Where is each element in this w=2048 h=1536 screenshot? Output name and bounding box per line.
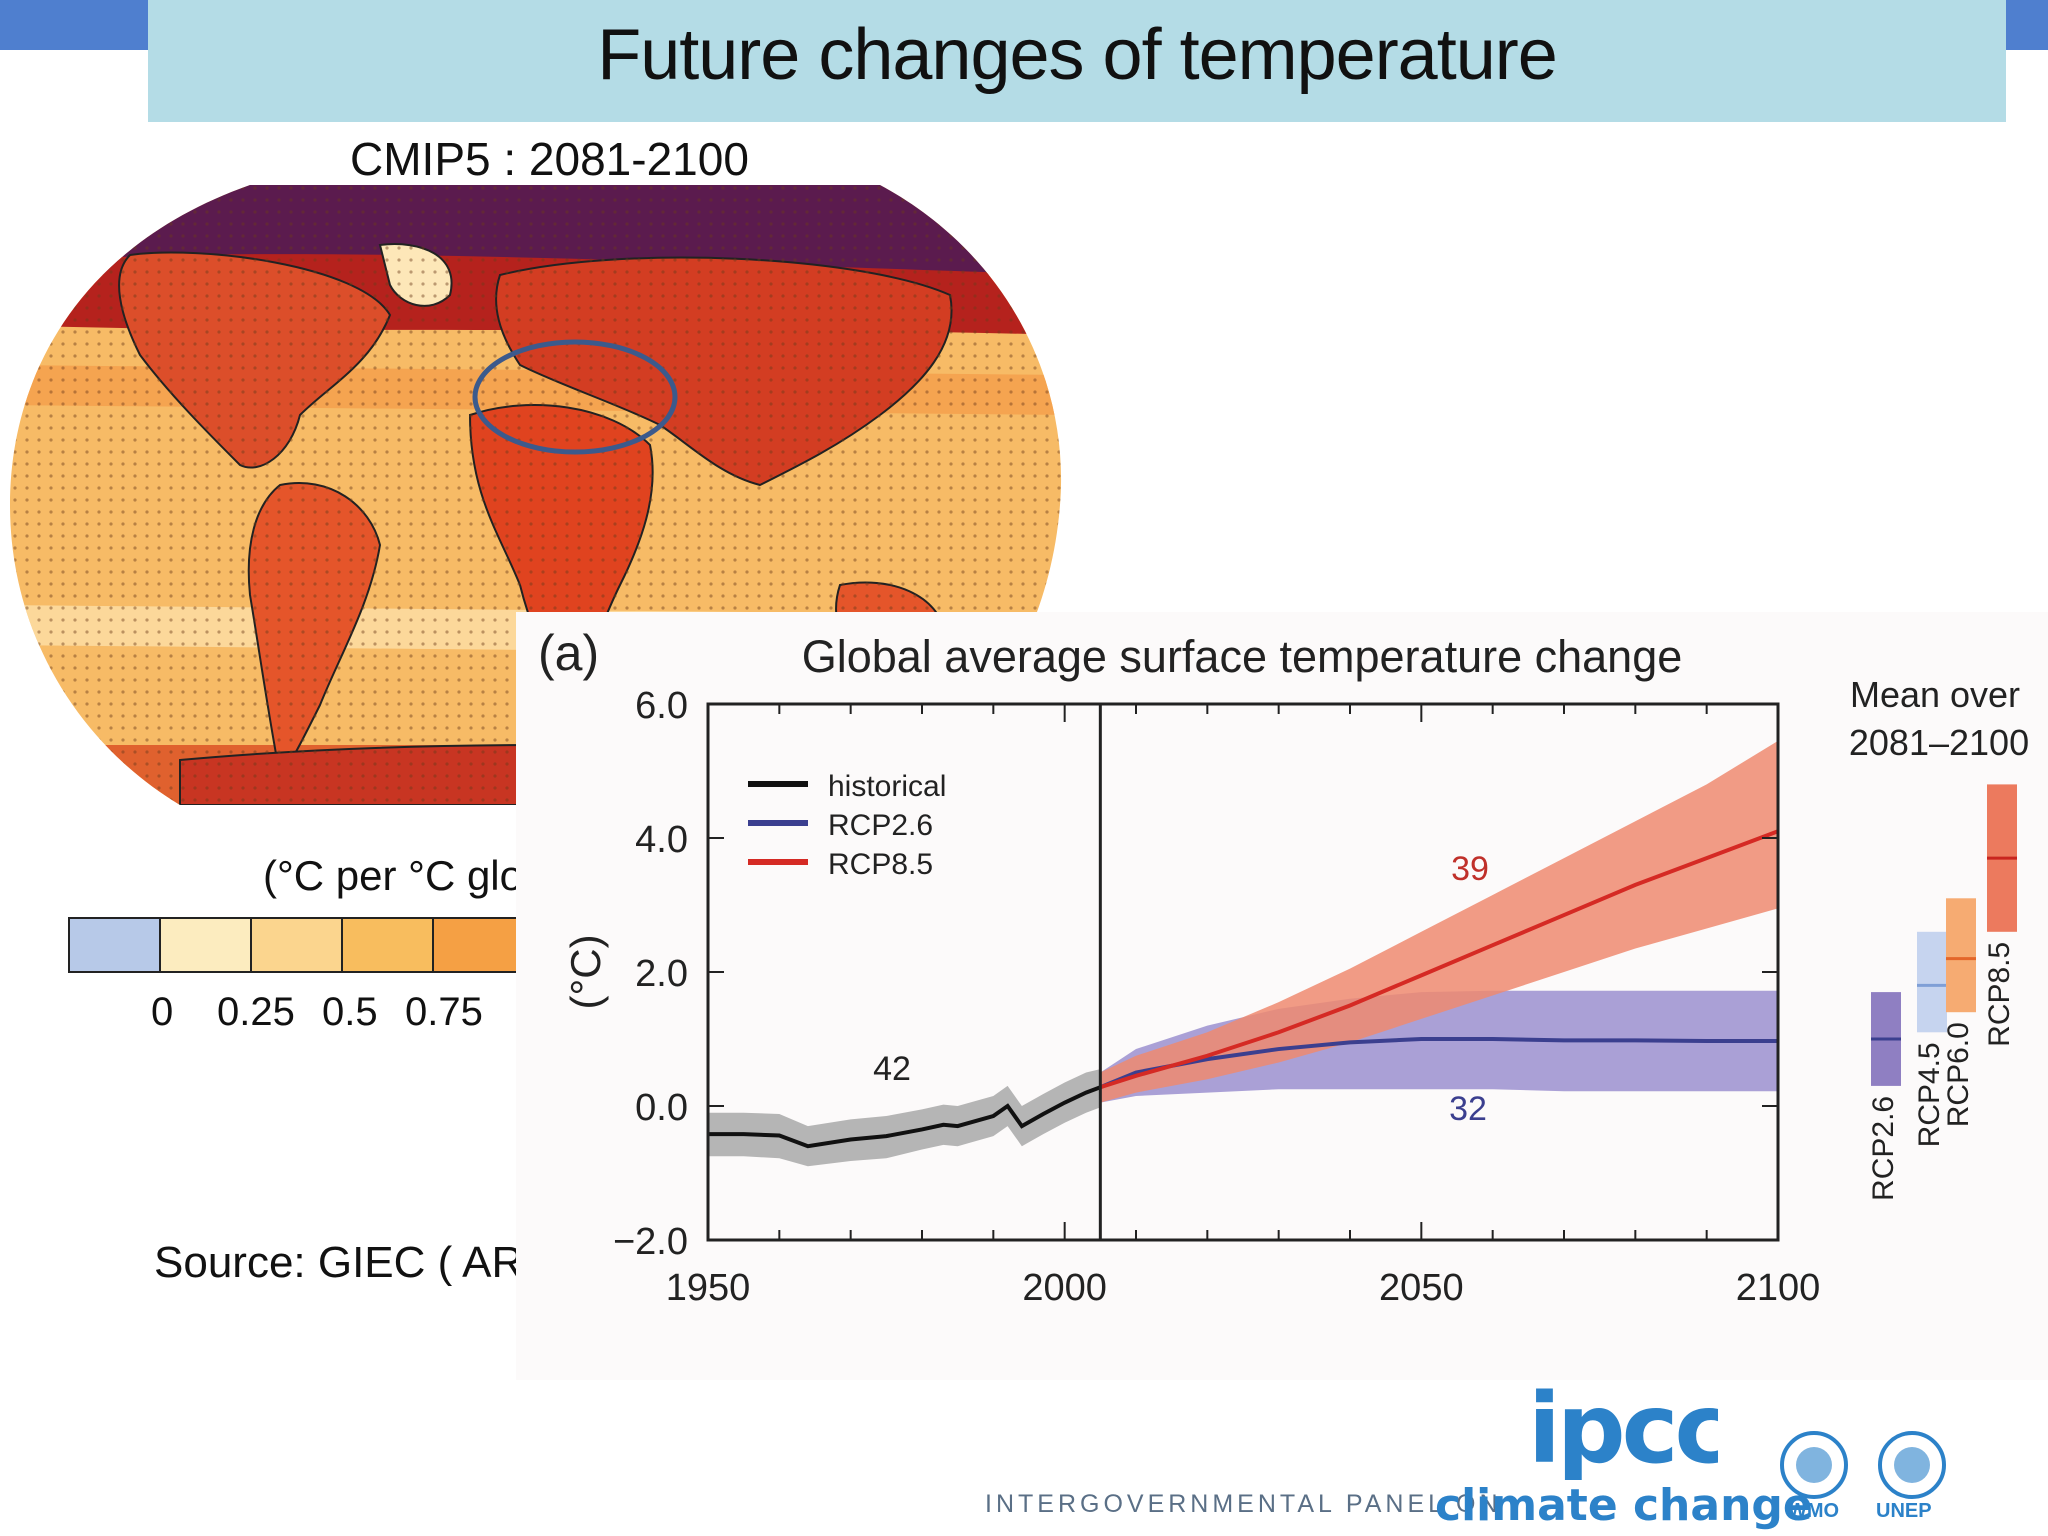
colorbar-tick: 0.25 — [217, 990, 295, 1034]
colorbar-segment — [341, 917, 434, 973]
x-tick-label: 2000 — [1022, 1267, 1107, 1309]
y-axis-label: (°C) — [562, 934, 609, 1009]
map-title: CMIP5 : 2081-2100 — [350, 133, 749, 185]
side-panel-title: Mean over — [1850, 674, 2020, 715]
side-panel-title: 2081–2100 — [1849, 722, 2029, 763]
colorbar-label: (°C per °C glob — [263, 852, 547, 899]
slide-title: Future changes of temperature — [597, 15, 1558, 95]
legend-label: RCP8.5 — [828, 848, 933, 881]
series-line — [1099, 829, 1779, 1090]
colorbar-segment — [250, 917, 343, 973]
colorbar-segment — [432, 917, 525, 973]
unep-emblem-icon — [1878, 1431, 1946, 1499]
uncertainty-band — [708, 1069, 1101, 1167]
title-accent-left — [0, 0, 148, 50]
range-bar — [1946, 898, 1976, 1013]
series-count-label: 39 — [1451, 850, 1489, 888]
y-tick-label: −2.0 — [613, 1221, 688, 1263]
ipcc-wordmark: ipcc — [1528, 1380, 1718, 1480]
legend-label: RCP2.6 — [828, 809, 933, 842]
series-count-label: 32 — [1449, 1090, 1487, 1128]
title-accent-right — [2006, 0, 2048, 50]
colorbar-tick: 0 — [151, 990, 174, 1034]
wmo-emblem-icon — [1780, 1431, 1848, 1499]
legend-label: historical — [828, 770, 946, 803]
y-tick-label: 0.0 — [635, 1087, 688, 1129]
colorbar-tick: 0.75 — [405, 990, 483, 1034]
y-tick-label: 2.0 — [635, 953, 688, 995]
colorbar-tick: 0.5 — [322, 990, 378, 1034]
series-line — [708, 1085, 1102, 1149]
colorbar-segment — [68, 917, 161, 973]
range-bar-label: RCP6.0 — [1942, 1022, 1975, 1127]
ipcc-tagline: INTERGOVERNMENTAL PANEL ON — [985, 1490, 1502, 1518]
uncertainty-band — [1100, 740, 1778, 1103]
source-caption: Source: GIEC ( AR — [154, 1238, 524, 1287]
y-tick-label: 4.0 — [635, 819, 688, 861]
ipcc-tagline-tail: climate change — [1435, 1480, 1813, 1531]
ipcc-logo: ipcc — [1528, 1380, 1718, 1480]
highlight-ellipse — [472, 339, 678, 455]
x-tick-label: 1950 — [666, 1267, 751, 1309]
range-bar-label: RCP8.5 — [1983, 942, 2016, 1047]
panel-label: (a) — [538, 625, 599, 681]
wmo-label: WMO — [1788, 1500, 1840, 1522]
temperature-chart: (a) Global average surface temperature ch… — [538, 625, 2029, 1309]
unep-label: UNEP — [1876, 1500, 1932, 1522]
y-tick-label: 6.0 — [635, 685, 688, 727]
temperature-chart-panel: (a) Global average surface temperature ch… — [516, 612, 2048, 1380]
chart-title: Global average surface temperature chang… — [802, 631, 1683, 682]
colorbar-segment — [159, 917, 252, 973]
x-tick-label: 2050 — [1379, 1267, 1464, 1309]
title-bar: Future changes of temperature — [148, 0, 2006, 122]
series-count-label: 42 — [873, 1050, 911, 1088]
org-logos — [1780, 1431, 1946, 1499]
range-bar — [1917, 931, 1947, 1033]
colorbar — [68, 917, 525, 975]
range-bar-label: RCP2.6 — [1867, 1096, 1900, 1201]
x-tick-label: 2100 — [1736, 1267, 1821, 1309]
range-bar-label: RCP4.5 — [1913, 1042, 1946, 1147]
